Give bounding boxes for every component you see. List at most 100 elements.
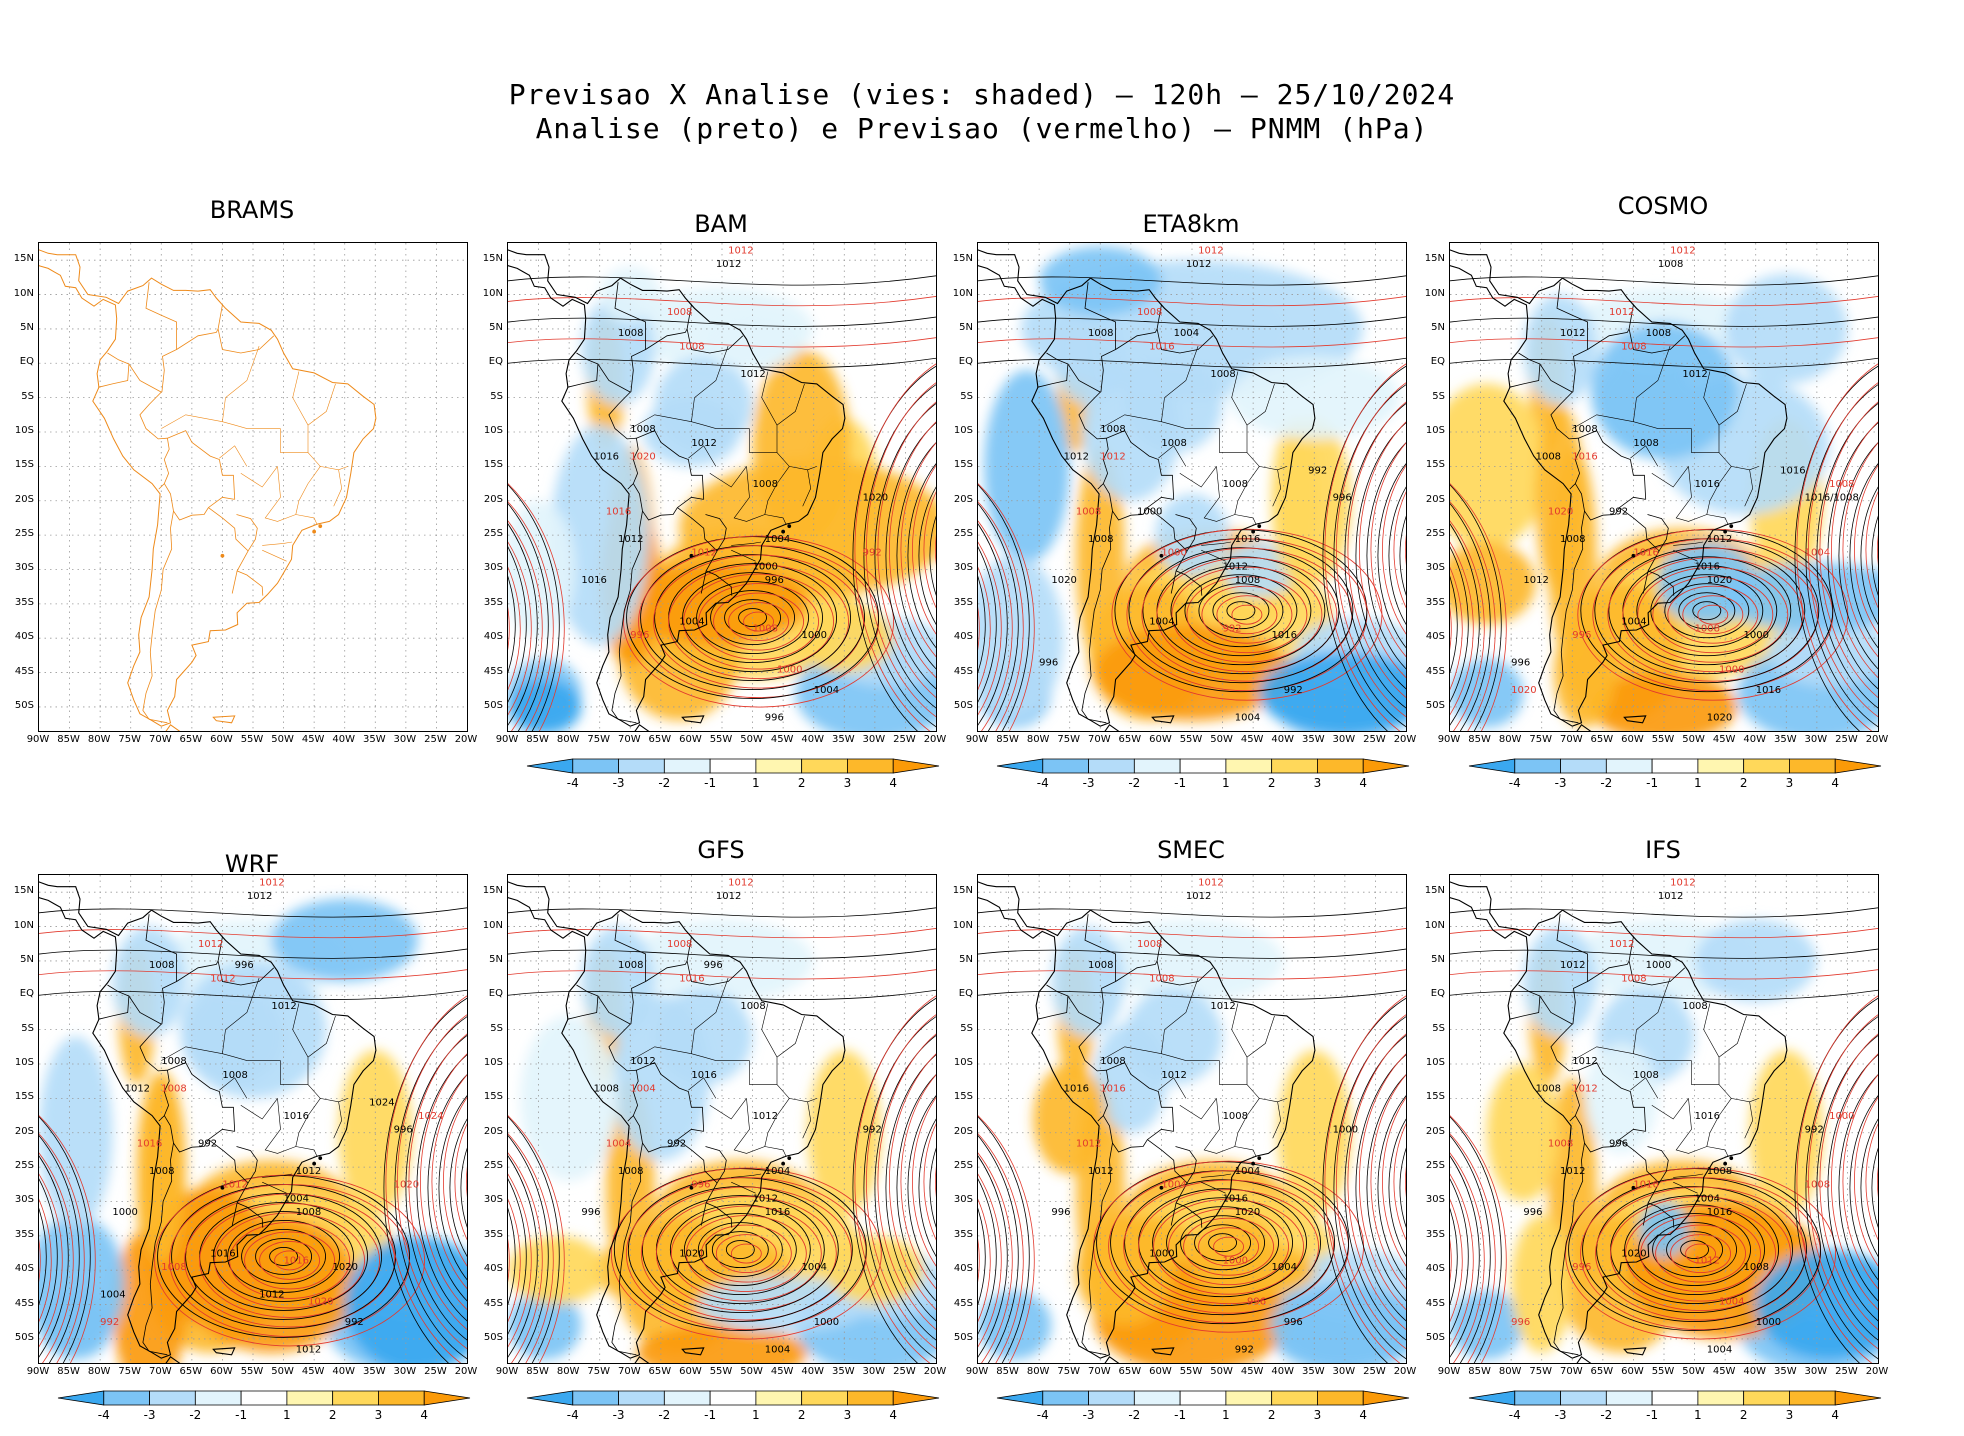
- analysis-label: 1000: [814, 1317, 839, 1328]
- forecast-label: 1016: [1149, 342, 1174, 353]
- lat-tick-label: 25S: [953, 528, 973, 540]
- forecast-label: 1012: [1670, 245, 1695, 256]
- colorbar-segment: [378, 1390, 425, 1406]
- colorbar-tick-label: 3: [1313, 1408, 1322, 1422]
- border-line: [686, 936, 744, 986]
- forecast-isobar: [610, 1167, 882, 1340]
- lon-tick-label: 50W: [271, 734, 294, 745]
- island-dot: [220, 1185, 225, 1190]
- colorbar-segment: [194, 1390, 242, 1406]
- state-line: [802, 469, 812, 507]
- analysis-label: 1004: [1621, 616, 1646, 627]
- forecast-isobar: [1819, 401, 1878, 698]
- colorbar-tick-label: 1: [752, 776, 760, 790]
- colorbar-segment: [1271, 1390, 1318, 1406]
- analysis-label: 1016: [691, 1070, 716, 1081]
- lon-tick-label: 45W: [1712, 734, 1736, 745]
- lon-tick-label: 30W: [862, 734, 886, 745]
- lat-tick-label: 5N: [20, 953, 34, 965]
- colorbar-segment: [1179, 1390, 1227, 1406]
- map-wrf: 1012 1008 1012 1008 1012 1008 1016 1008 1012 1004…: [38, 874, 468, 1364]
- colorbar-tick-label: 3: [1313, 776, 1322, 790]
- forecast-isobar: [978, 520, 1013, 731]
- lon-tick-label: 55W: [709, 1366, 733, 1377]
- analysis-isobar: [241, 1229, 327, 1284]
- isobar-labels: 1012 1008 1012 1008 1012 1008 1016 1008 1012 1004…: [100, 877, 443, 1355]
- island-dot: [1159, 1185, 1164, 1190]
- analysis-label: 992: [1609, 506, 1628, 517]
- lon-tick-label: 50W: [1210, 734, 1233, 745]
- bias-shade: [39, 1215, 125, 1353]
- forecast-label: 1012: [1670, 877, 1695, 888]
- lon-tick-label: 80W: [556, 734, 580, 745]
- lon-tick-label: 30W: [1804, 1366, 1828, 1377]
- country-borders: [98, 282, 348, 724]
- falklands-coast: [1623, 1347, 1647, 1356]
- panel-title-gfs: GFS: [697, 836, 745, 864]
- forecast-isobar: [640, 1186, 852, 1321]
- state-line: [733, 466, 787, 525]
- analysis-isobar: [1860, 486, 1878, 625]
- analysis-isobar: [269, 1247, 299, 1266]
- lon-tick-label: 70W: [617, 1366, 641, 1377]
- lat-tick-label: 15S: [14, 1091, 34, 1103]
- analysis-isobar: [508, 523, 538, 726]
- border-line: [627, 1070, 639, 1122]
- bias-shade: [1590, 322, 1738, 460]
- analysis-isobar: [724, 599, 782, 637]
- lon-tick-label: 85W: [1468, 734, 1491, 745]
- border-line: [1115, 960, 1158, 982]
- analysis-label: 1012: [691, 438, 716, 449]
- lon-tick-label: 35W: [362, 1366, 386, 1377]
- forecast-isobar: [866, 382, 936, 718]
- analysis-label: 1020: [1621, 1248, 1646, 1259]
- analysis-isobar: [39, 989, 467, 1000]
- lon-tick-label: 90W: [1437, 734, 1461, 745]
- forecast-isobar: [508, 337, 936, 348]
- bias-shade: [508, 1235, 606, 1305]
- lat-tick-label: 10N: [952, 287, 973, 299]
- lat-tick-label: 25S: [1425, 1160, 1445, 1172]
- colorbar-segment: [1225, 1390, 1273, 1406]
- analysis-isobar: [907, 463, 936, 649]
- analysis-label: 996: [581, 1207, 600, 1218]
- analysis-isobar: [669, 1204, 811, 1296]
- island-dot: [220, 553, 225, 558]
- state-line: [280, 371, 309, 453]
- lat-tick-label: 50S: [14, 699, 34, 711]
- state-line: [630, 1046, 750, 1061]
- analysis-label: 1016: [284, 1111, 309, 1122]
- lon-tick-label: 20W: [1393, 1366, 1417, 1377]
- border-line: [176, 960, 219, 982]
- analysis-isobar: [1805, 384, 1878, 728]
- border-line: [614, 914, 646, 1025]
- analysis-label: 1008: [753, 479, 778, 490]
- forecast-isobar: [1450, 337, 1878, 348]
- analysis-label: 1004: [1695, 1193, 1720, 1204]
- analysis-isobar: [1450, 1207, 1458, 1306]
- state-line: [1744, 469, 1754, 507]
- border-line: [614, 282, 646, 393]
- bias-shade: [1075, 1215, 1174, 1326]
- colorbar-segment: [1651, 758, 1699, 774]
- analysis-isobar: [1450, 523, 1480, 726]
- lon-tick-label: 75W: [1529, 734, 1553, 745]
- forecast-isobar: [508, 501, 554, 731]
- lat-tick-label: 5S: [21, 390, 34, 402]
- lat-tick-label: 10S: [483, 1057, 503, 1068]
- forecast-isobar: [1877, 1166, 1878, 1198]
- colorbar-tick-label: -4: [1508, 776, 1521, 790]
- analysis-label: 1024: [369, 1097, 394, 1108]
- state-line: [1234, 466, 1260, 515]
- border-line: [158, 438, 170, 490]
- forecast-label: 1008: [161, 1084, 186, 1095]
- lon-tick-label: 35W: [362, 734, 386, 745]
- analysis-label: 1020: [863, 493, 888, 504]
- analysis-label: 1000: [801, 630, 826, 641]
- analysis-label: 1008: [1658, 259, 1683, 270]
- state-line: [1675, 466, 1729, 525]
- analysis-label: 1008: [296, 1207, 321, 1218]
- lat-tick-label: 15N: [952, 885, 973, 897]
- forecast-isobar: [1450, 520, 1485, 731]
- forecast-isobar: [508, 1133, 554, 1363]
